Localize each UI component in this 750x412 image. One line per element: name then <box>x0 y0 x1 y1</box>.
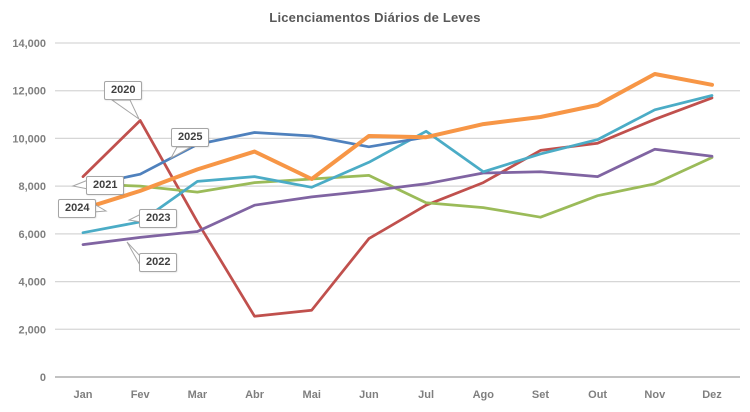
x-axis-month-label: Jul <box>418 389 434 401</box>
series-line-2022 <box>81 147 714 246</box>
series-callout-2023: 2023 <box>139 209 178 228</box>
chart-title: Licenciamentos Diários de Leves <box>269 10 481 25</box>
series-line-2020 <box>81 96 714 318</box>
x-axis-month-label: Jun <box>359 389 379 401</box>
series-callout-2021: 2021 <box>86 176 125 195</box>
series-line-2024 <box>81 72 714 211</box>
series-line-2021 <box>81 156 714 219</box>
series-callout-2020: 2020 <box>104 81 143 100</box>
x-axis-month-label: Mai <box>303 389 321 401</box>
series-callout-2022: 2022 <box>139 253 178 272</box>
x-axis-month-label: Mar <box>188 389 208 401</box>
y-axis-tick-label: 0 <box>40 372 46 384</box>
y-axis-tick-label: 10,000 <box>12 133 46 145</box>
x-axis-month-label: Jan <box>74 389 93 401</box>
series-line-2023 <box>81 94 714 235</box>
y-axis-tick-label: 4,000 <box>18 277 46 289</box>
series-line-2025 <box>81 131 428 188</box>
x-axis-month-label: Ago <box>473 389 495 401</box>
x-axis-month-label: Out <box>588 389 607 401</box>
series-callout-2025: 2025 <box>171 128 210 147</box>
series-callout-2024: 2024 <box>58 199 97 218</box>
callout-pointer-2025 <box>169 146 192 160</box>
y-axis-tick-label: 12,000 <box>12 86 46 98</box>
callout-pointer-2020 <box>110 99 141 121</box>
x-axis-month-label: Fev <box>131 389 151 401</box>
y-axis-tick-label: 8,000 <box>18 181 46 193</box>
x-axis-month-label: Nov <box>644 389 666 401</box>
x-axis-month-label: Set <box>532 389 549 401</box>
y-axis-tick-label: 14,000 <box>12 38 46 50</box>
y-axis-tick-label: 2,000 <box>18 324 46 336</box>
x-axis-month-label: Dez <box>702 389 722 401</box>
x-axis-month-label: Abr <box>245 389 265 401</box>
y-axis-tick-label: 6,000 <box>18 229 46 241</box>
